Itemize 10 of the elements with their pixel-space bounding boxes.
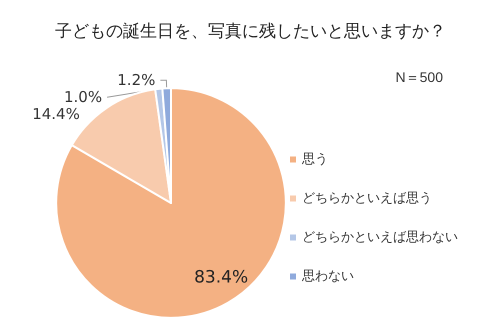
legend-label: 思わない: [301, 269, 354, 284]
data-label: 14.4%: [32, 105, 80, 124]
chart-title: 子どもの誕生日を、写真に残したいと思いますか？: [55, 22, 446, 42]
text: N＝500: [396, 69, 444, 85]
legend-label: 思う: [301, 152, 328, 167]
legend-label: どちらかといえば思う: [302, 191, 432, 206]
data-label: 83.4%: [194, 267, 248, 288]
data-label: 1.0%: [64, 88, 102, 106]
data-label: 1.2%: [117, 71, 156, 90]
legend-label: どちらかといえば思わない: [302, 230, 458, 245]
